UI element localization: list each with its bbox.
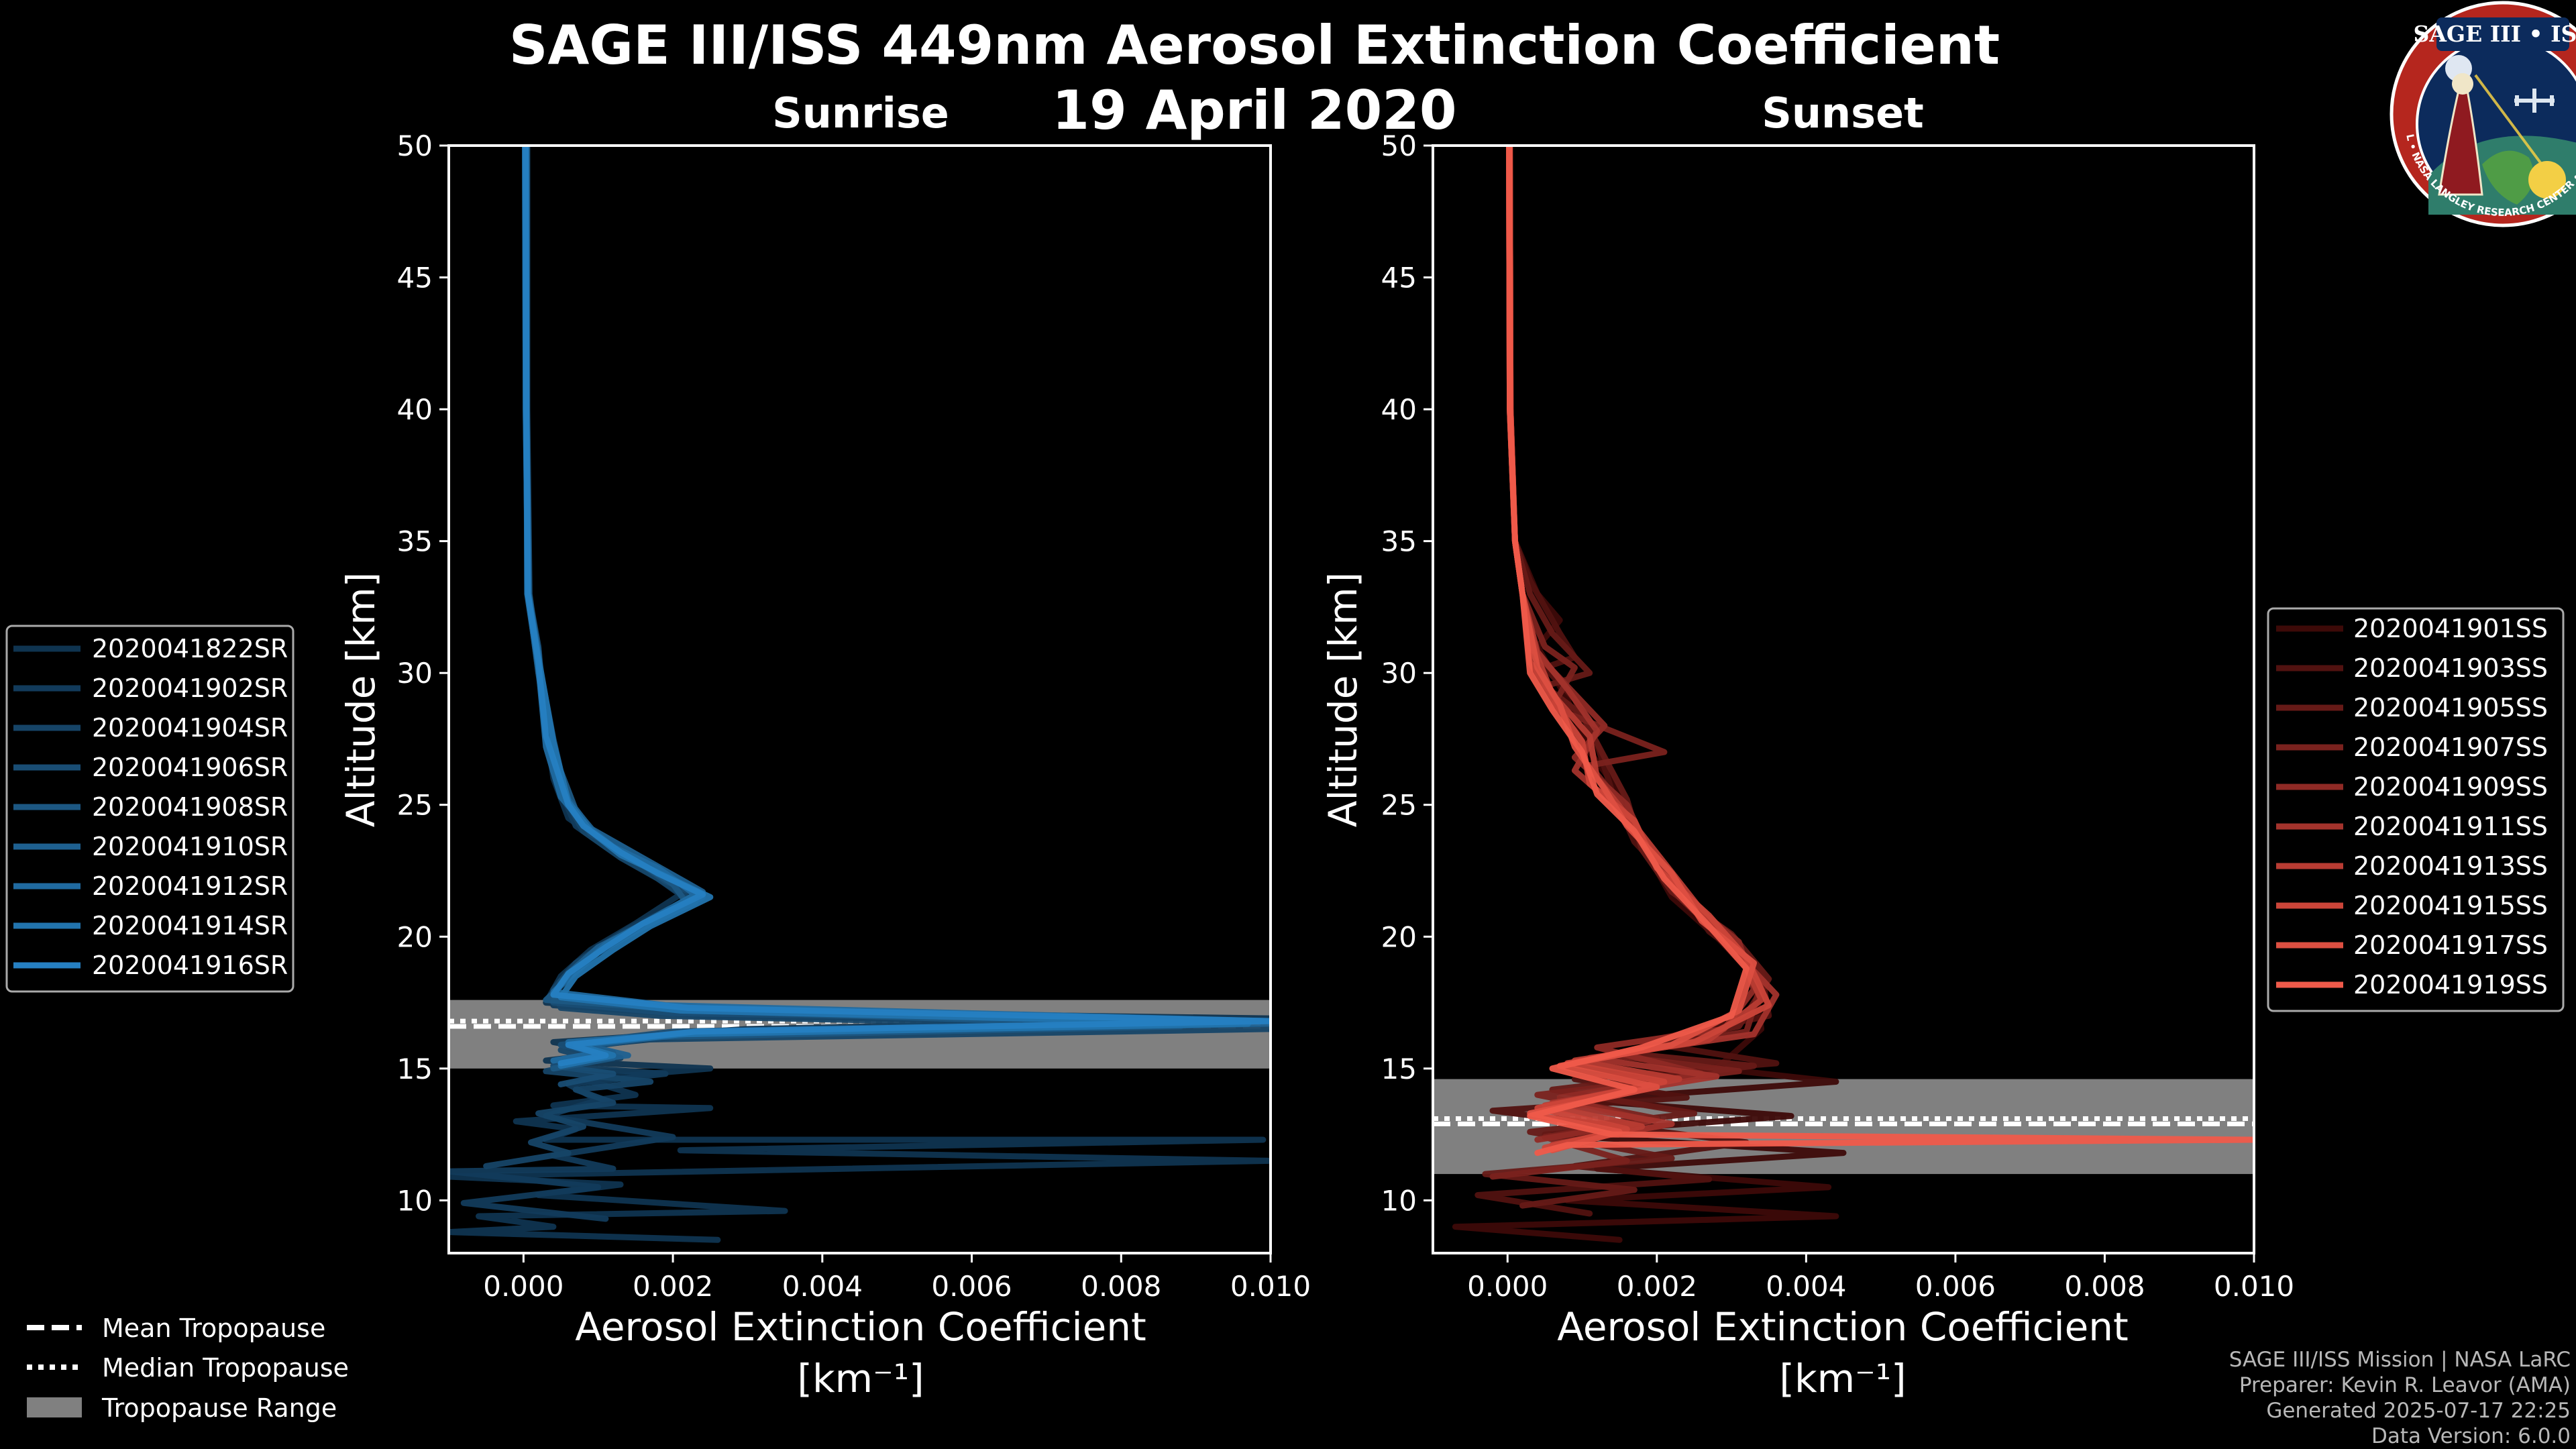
credit-data-version: Data Version: 6.0.0 <box>2371 1424 2571 1448</box>
sunrise-ytick-label-3: 25 <box>397 789 433 822</box>
chart-title: SAGE III/ISS 449nm Aerosol Extinction Co… <box>509 14 2000 76</box>
sunset-xtick-label-5: 0.010 <box>2214 1270 2294 1303</box>
sunrise-legend-label-0: 2020041822SR <box>92 634 288 663</box>
sunset-xtick-label-2: 0.004 <box>1766 1270 1846 1303</box>
sunrise-ytick-label-0: 10 <box>397 1184 433 1217</box>
sunset-ylabel: Altitude [km] <box>1320 572 1366 827</box>
sunrise-xtick-label-5: 0.010 <box>1230 1270 1311 1303</box>
sunrise-legend: 2020041822SR 2020041902SR 2020041904SR 2020… <box>13 634 288 980</box>
iss-station-icon <box>2514 89 2555 113</box>
sunset-legend-label-8: 2020041917SS <box>2353 930 2548 960</box>
sunset-xtick-label-0: 0.000 <box>1467 1270 1548 1303</box>
sunset-legend-label-5: 2020041911SS <box>2353 812 2548 841</box>
sunset-xtick-label-4: 0.008 <box>2064 1270 2145 1303</box>
sunset-legend-label-4: 2020041909SS <box>2353 772 2548 802</box>
tropopause-range-swatch <box>27 1397 82 1417</box>
credit-generated: Generated 2025-07-17 22:25 <box>2266 1399 2571 1423</box>
sunrise-series-2020041916SR <box>523 146 1271 1067</box>
sunrise-ytick-label-2: 20 <box>397 920 433 953</box>
earth-land-icon <box>2482 150 2534 205</box>
sunrise-ytick-label-8: 50 <box>397 129 433 162</box>
sunrise-ylabel: Altitude [km] <box>338 572 384 827</box>
sunrise-xtick-label-0: 0.000 <box>483 1270 564 1303</box>
sunset-frame <box>1432 144 2255 1254</box>
sunset-ytick-label-1: 15 <box>1381 1053 1417 1085</box>
logo-title: SAGE III • ISS <box>2413 21 2576 47</box>
sunset-xtick-label-3: 0.006 <box>1915 1270 1996 1303</box>
sunset-series-2020041919SS <box>1506 146 2254 1157</box>
sunset-legend-label-6: 2020041913SS <box>2353 851 2548 881</box>
sunrise-legend-label-2: 2020041904SR <box>92 713 288 743</box>
sunset-legend-label-9: 2020041919SS <box>2353 970 2548 1000</box>
mean-tropopause-label: Mean Tropopause <box>102 1313 325 1343</box>
credit-mission: SAGE III/ISS Mission | NASA LaRC <box>2229 1348 2571 1372</box>
logo-title-banner <box>2436 17 2569 51</box>
sunset-ytick-label-8: 50 <box>1381 129 1417 162</box>
sunrise-panel: 0.000 0.002 0.004 0.006 0.008 0.010 10 15 20 25 30… <box>397 129 1311 1303</box>
sunrise-legend-label-5: 2020041910SR <box>92 832 288 861</box>
sunrise-xtick-label-1: 0.002 <box>633 1270 713 1303</box>
sunset-legend: 2020041901SS 2020041903SS 2020041905SS 2020… <box>2276 614 2548 1000</box>
sunrise-xunit: [km⁻¹] <box>797 1356 924 1401</box>
sunset-legend-label-0: 2020041901SS <box>2353 614 2548 643</box>
sunrise-xtick-label-2: 0.004 <box>782 1270 863 1303</box>
credit-preparer: Preparer: Kevin R. Leavor (AMA) <box>2239 1373 2571 1397</box>
sunset-ytick-label-7: 45 <box>1381 262 1417 294</box>
sunrise-legend-label-3: 2020041906SR <box>92 753 288 782</box>
sunrise-frame <box>447 144 1272 1254</box>
sunrise-legend-label-8: 2020041916SR <box>92 951 288 980</box>
sunset-subtitle: Sunset <box>1762 89 1924 138</box>
sunset-ytick-label-4: 30 <box>1381 657 1417 690</box>
sunrise-legend-label-6: 2020041912SR <box>92 871 288 901</box>
sunrise-ytick-label-6: 40 <box>397 393 433 426</box>
sunrise-legend-label-4: 2020041908SR <box>92 792 288 822</box>
sunset-legend-label-2: 2020041905SS <box>2353 693 2548 722</box>
sunset-ytick-label-0: 10 <box>1381 1184 1417 1217</box>
sage-head-icon <box>2452 73 2473 95</box>
sunrise-legend-label-1: 2020041902SR <box>92 674 288 703</box>
sunset-legend-label-7: 2020041915SS <box>2353 891 2548 920</box>
sunrise-legend-box <box>5 625 294 993</box>
sunrise-legend-label-7: 2020041914SR <box>92 911 288 941</box>
sunset-xunit: [km⁻¹] <box>1779 1356 1906 1401</box>
sunset-series-group <box>1452 146 2254 1243</box>
sunset-panel: 0.000 0.002 0.004 0.006 0.008 0.010 10 15 20 25 30… <box>1381 129 2295 1303</box>
sunrise-ytick-label-4: 30 <box>397 657 433 690</box>
sunset-legend-label-3: 2020041907SS <box>2353 733 2548 762</box>
sage-figure-icon <box>2438 89 2483 196</box>
sun-icon <box>2528 161 2566 199</box>
median-tropopause-label: Median Tropopause <box>102 1353 349 1383</box>
sunrise-ytick-label-5: 35 <box>397 525 433 558</box>
sunset-legend-label-1: 2020041903SS <box>2353 653 2548 683</box>
sunset-ytick-label-6: 40 <box>1381 393 1417 426</box>
sunrise-subtitle: Sunrise <box>772 89 949 138</box>
sunrise-xlabel: Aerosol Extinction Coefficient <box>575 1304 1146 1350</box>
sunrise-xtick-label-4: 0.008 <box>1081 1270 1161 1303</box>
sunset-xlabel: Aerosol Extinction Coefficient <box>1557 1304 2129 1350</box>
tropopause-legend: Mean Tropopause Median Tropopause Tropop… <box>27 1313 349 1423</box>
sunset-ytick-label-5: 35 <box>1381 525 1417 558</box>
sunrise-series-group <box>449 146 1271 1243</box>
sunset-ytick-label-2: 20 <box>1381 920 1417 953</box>
chart-date: 19 April 2020 <box>1052 79 1456 142</box>
credits: SAGE III/ISS Mission | NASA LaRC Prepare… <box>2229 1348 2571 1448</box>
sunrise-ytick-label-1: 15 <box>397 1053 433 1085</box>
sunset-xtick-label-1: 0.002 <box>1617 1270 1697 1303</box>
sunrise-ytick-label-7: 45 <box>397 262 433 294</box>
light-beam-icon <box>2474 74 2551 176</box>
sunset-ytick-label-3: 25 <box>1381 789 1417 822</box>
sunrise-xtick-label-3: 0.006 <box>931 1270 1012 1303</box>
tropopause-range-label: Tropopause Range <box>101 1393 337 1423</box>
